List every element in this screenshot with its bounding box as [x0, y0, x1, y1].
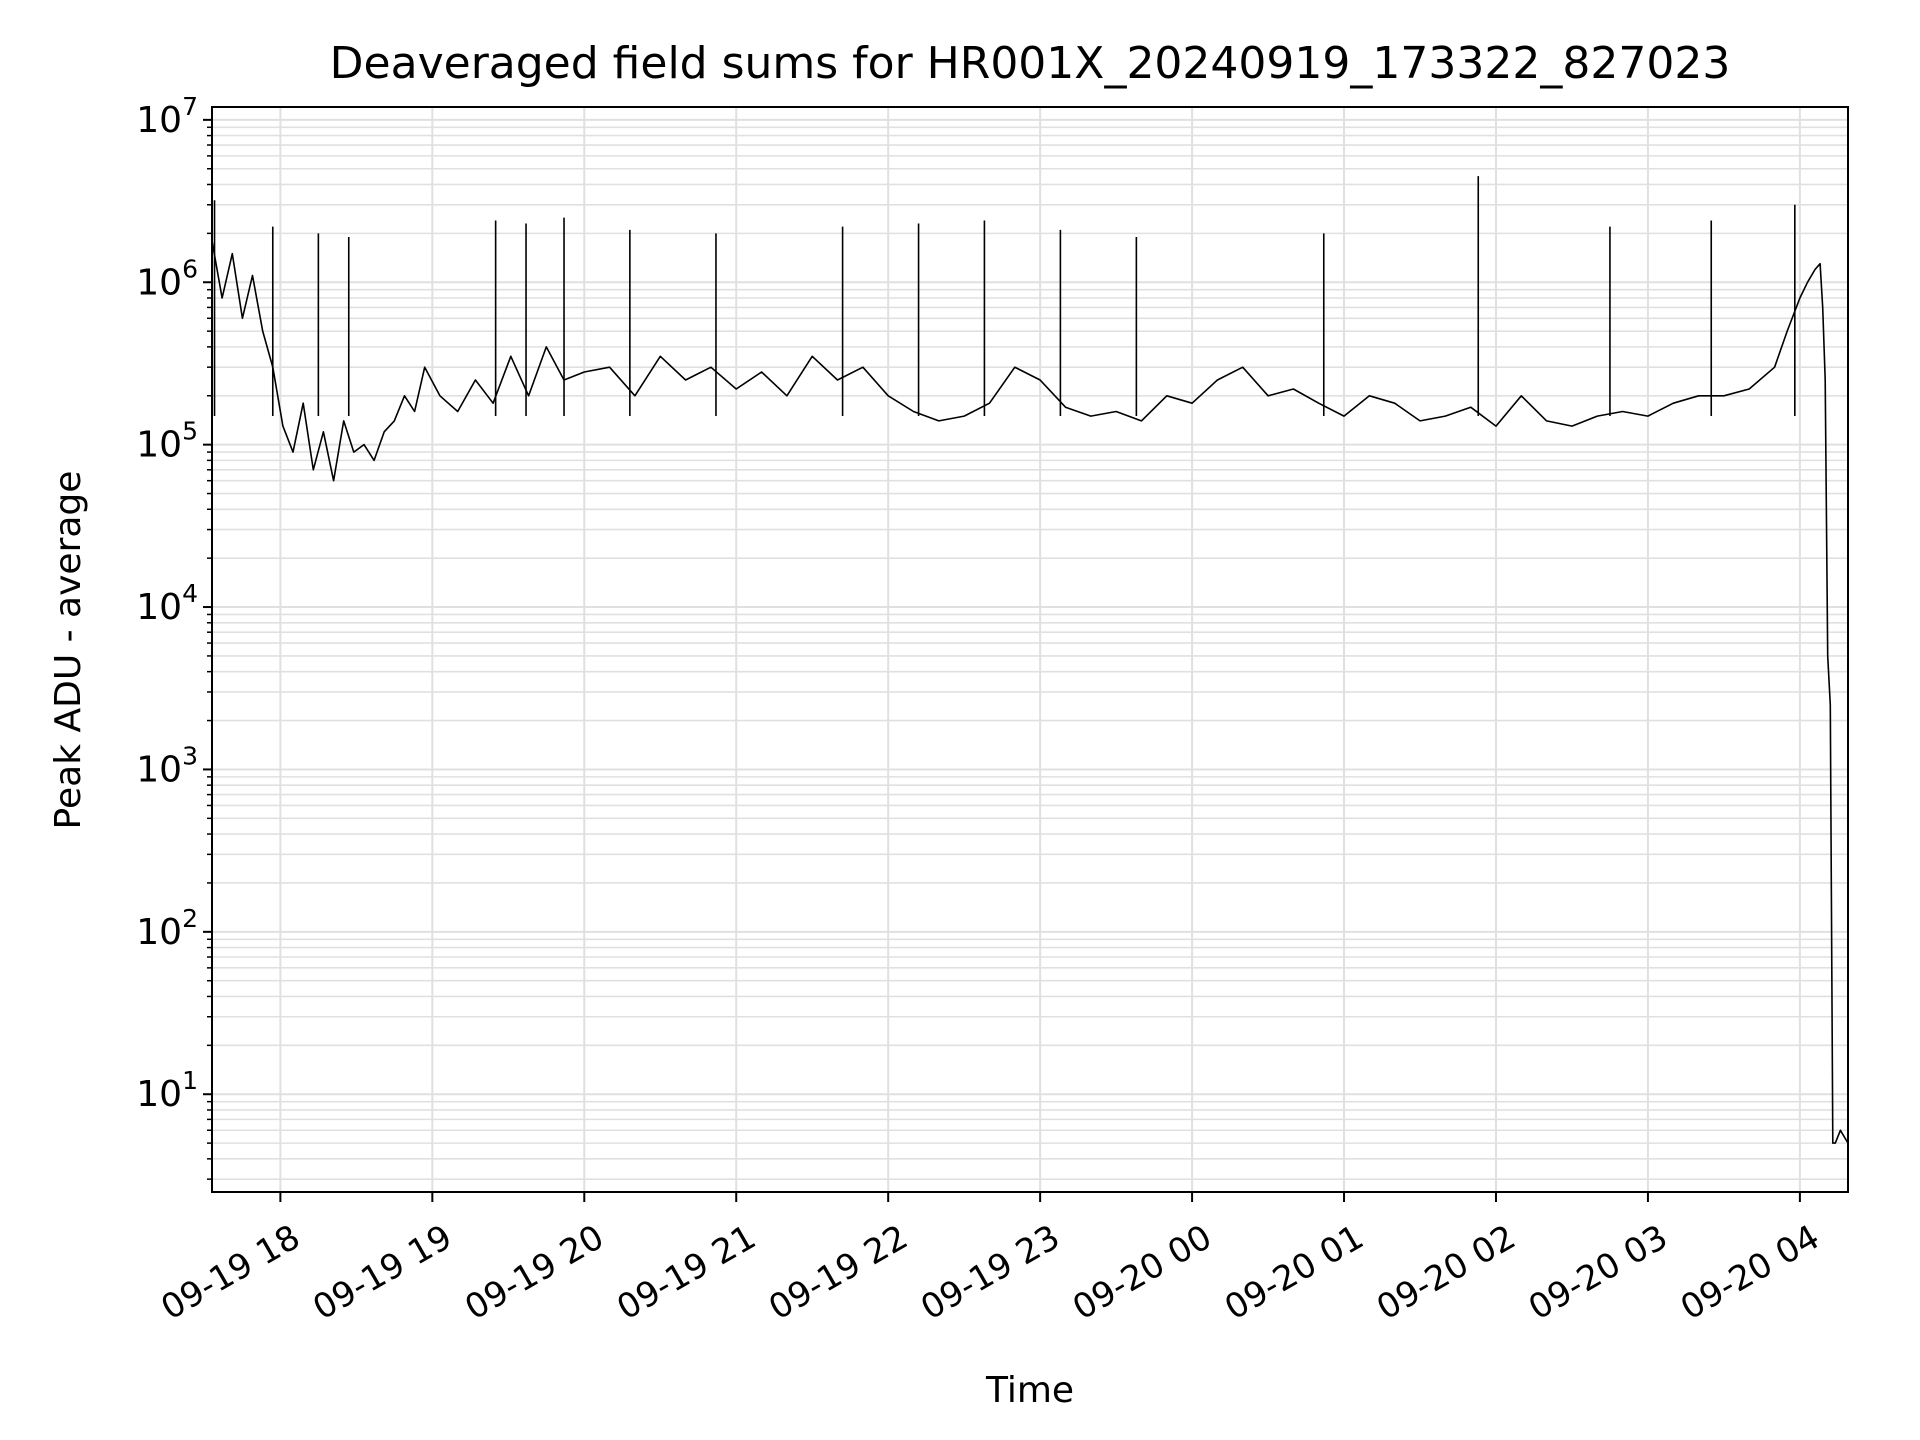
y-tick-label: 103	[136, 741, 198, 790]
y-tick-label: 106	[136, 254, 198, 303]
chart-title: Deaveraged field sums for HR001X_2024091…	[330, 38, 1731, 89]
y-tick-label: 102	[136, 904, 198, 953]
axes-frame	[211, 106, 1849, 1193]
series-layer	[211, 176, 1849, 1144]
y-tick-label: 105	[136, 417, 198, 466]
grid	[212, 107, 1848, 1192]
y-axis-ticks: 101 102 103 104 105 106 107	[136, 92, 212, 1180]
y-tick-label: 104	[136, 579, 198, 628]
x-axis-label: Time	[985, 1370, 1074, 1411]
series-line	[211, 240, 1849, 1144]
y-tick-label: 107	[136, 92, 198, 141]
y-axis-label: Peak ADU - average	[48, 471, 89, 830]
y-tick-label: 101	[136, 1066, 198, 1115]
